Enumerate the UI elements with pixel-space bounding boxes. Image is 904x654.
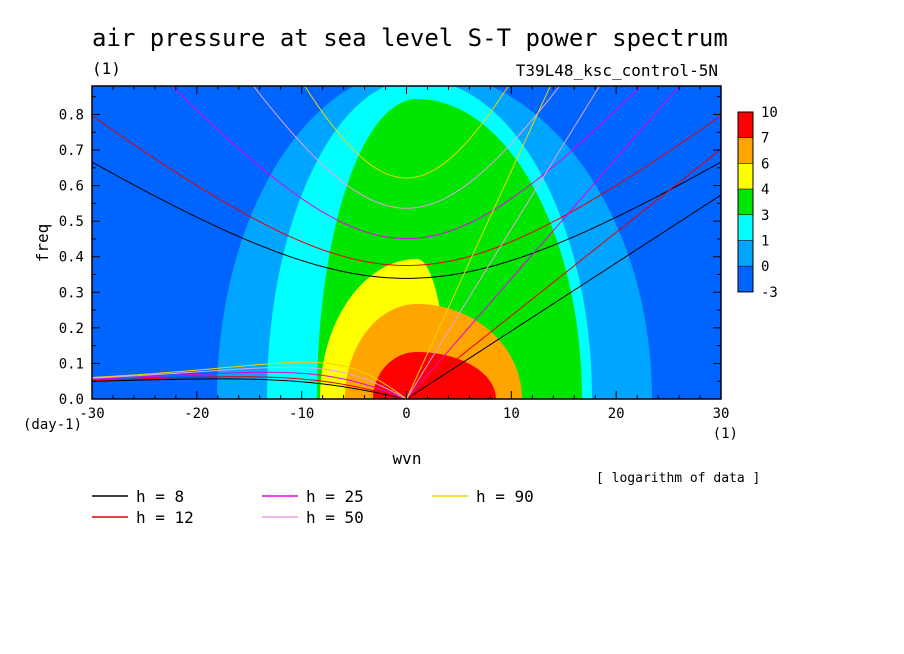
x-tick-label: -20 [184, 406, 209, 422]
kelvin-wave-curve [406, 86, 551, 399]
y-tick-label: 0.3 [59, 285, 84, 301]
colorbar-swatch [737, 137, 754, 164]
gravity-wave-curve [252, 86, 561, 209]
colorbar-swatch [737, 265, 754, 293]
chart-title: air pressure at sea level S-T power spec… [92, 24, 728, 52]
y-tick-label: 0.5 [59, 214, 84, 230]
colorbar-label: 4 [761, 182, 769, 198]
y-tick-label: 0.8 [59, 107, 84, 123]
colorbar-label: 1 [761, 234, 769, 250]
kelvin-wave-curve [406, 148, 721, 399]
rossby-wave-curve [92, 366, 407, 399]
colorbar-label: 6 [761, 156, 769, 172]
colorbar-label: 0 [761, 259, 769, 275]
x-tick-label: -10 [289, 406, 314, 422]
x-axis-label: wvn [393, 449, 422, 468]
x-tick-label: 20 [608, 406, 625, 422]
y-tick-label: 0.7 [59, 143, 84, 159]
gravity-wave-curve [304, 86, 509, 179]
x-axis: -30 -20 -10 0 10 20 30 [79, 86, 729, 422]
log-note: [ logarithm of data ] [596, 471, 760, 486]
rossby-wave-curve [92, 371, 407, 399]
rossby-wave-curve [92, 378, 407, 399]
x-tick-label: 30 [713, 406, 730, 422]
y-tick-label: 0.1 [59, 356, 84, 372]
legend-label: h = 12 [136, 508, 194, 527]
chart-subtitle-left: (1) [92, 59, 121, 78]
legend-label: h = 8 [136, 487, 184, 506]
legend-label: h = 25 [306, 487, 364, 506]
y-tick-label: 0.4 [59, 250, 84, 266]
y-tick-label: 0.2 [59, 321, 84, 337]
contour-fill [92, 86, 721, 399]
colorbar-swatch [737, 111, 754, 138]
kelvin-wave-curve [406, 86, 601, 399]
colorbar-swatch [737, 214, 754, 241]
colorbar-frame [737, 111, 754, 293]
y-tick-label: 0.0 [59, 392, 84, 408]
legend: h = 8 h = 12 h = 25 h = 50 h = 90 [92, 487, 534, 527]
rossby-wave-curve [92, 376, 407, 399]
colorbar-swatch [737, 163, 754, 190]
colorbar-label: 10 [761, 105, 778, 121]
x-tick-label: 10 [503, 406, 520, 422]
x-axis-units: (1) [713, 426, 738, 442]
x-tick-label: 0 [402, 406, 410, 422]
colorbar-swatch [737, 240, 754, 267]
gravity-wave-curve [92, 115, 721, 266]
gravity-wave-curve [92, 161, 721, 279]
kelvin-wave-curve [406, 86, 681, 399]
legend-label: h = 50 [306, 508, 364, 527]
y-axis-units: (day-1) [23, 417, 82, 433]
x-tick-label: -30 [79, 406, 104, 422]
colorbar-label: -3 [761, 285, 778, 301]
y-axis-label: freq [33, 224, 52, 263]
colorbar-swatch [737, 188, 754, 216]
kelvin-wave-curve [406, 194, 721, 399]
colorbar-label: 3 [761, 208, 769, 224]
colorbar-label: 7 [761, 131, 769, 147]
y-axis: 0.0 0.1 0.2 0.3 0.4 0.5 0.6 0.7 0.8 [59, 96, 721, 408]
chart-subtitle-right: T39L48_ksc_control-5N [516, 61, 718, 80]
dispersion-curves [92, 86, 721, 399]
rossby-wave-curve [92, 361, 407, 399]
legend-label: h = 90 [476, 487, 534, 506]
contour-level-6 [372, 352, 496, 399]
gravity-wave-curve [171, 86, 642, 240]
y-tick-label: 0.6 [59, 179, 84, 195]
